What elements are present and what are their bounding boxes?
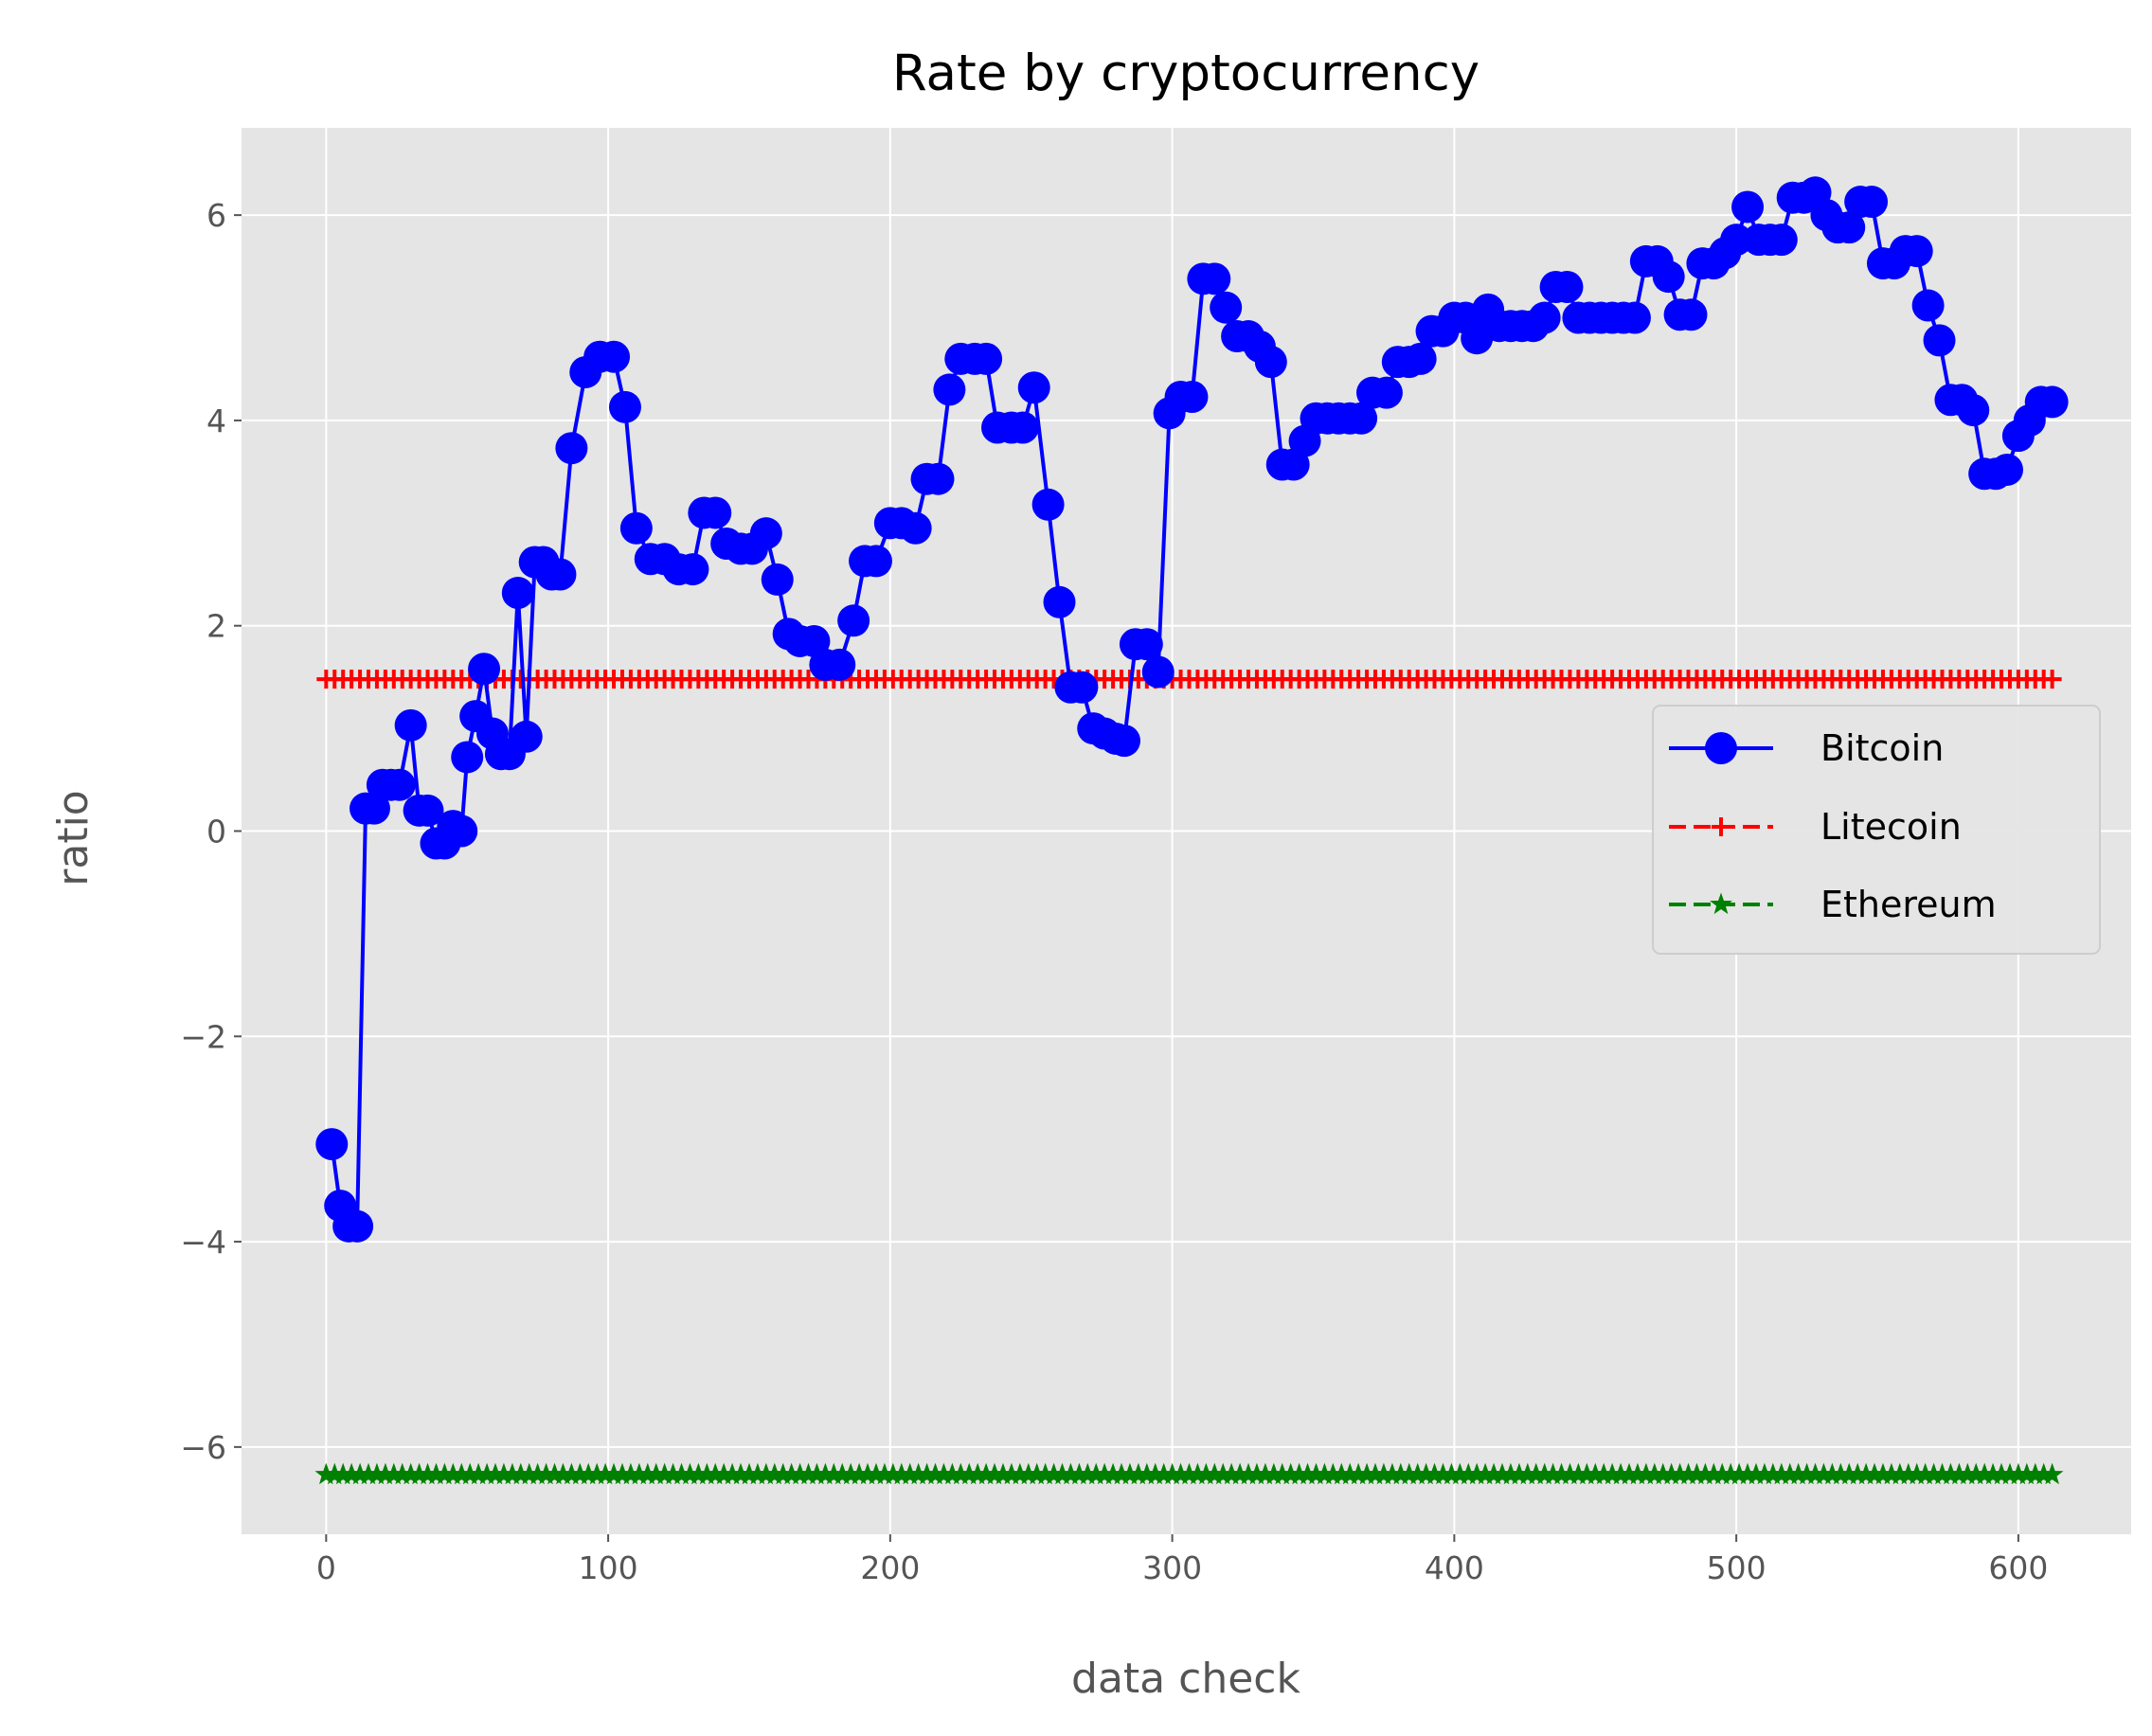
data-point <box>1017 371 1050 404</box>
x-tick-label: 500 <box>1707 1549 1766 1586</box>
legend-marker <box>1712 817 1731 836</box>
data-point <box>699 496 732 529</box>
data-point <box>1141 655 1175 689</box>
legend-item-ethereum: Ethereum <box>1669 884 1997 925</box>
y-tick-label: 2 <box>206 608 226 645</box>
data-point <box>749 517 782 550</box>
data-point <box>1675 298 1708 331</box>
data-point <box>315 1128 349 1161</box>
data-point <box>823 648 856 681</box>
data-point <box>1923 324 1956 357</box>
x-tick-label: 600 <box>1988 1549 2048 1586</box>
x-tick-label: 300 <box>1142 1549 1202 1586</box>
x-tick-label: 200 <box>860 1549 920 1586</box>
data-point <box>899 511 932 545</box>
data-point <box>544 558 577 591</box>
y-tick-label: −6 <box>180 1429 226 1466</box>
data-point <box>1031 488 1065 521</box>
data-point <box>341 1209 374 1243</box>
data-point <box>1210 291 1243 324</box>
data-point <box>761 563 794 596</box>
y-tick-label: 4 <box>206 403 226 439</box>
data-point <box>1911 289 1945 322</box>
data-point <box>1130 628 1163 661</box>
legend-label: Litecoin <box>1820 806 1962 848</box>
data-point <box>1652 260 1685 294</box>
data-point <box>1833 211 1866 244</box>
data-point <box>970 342 1003 375</box>
legend-item-litecoin: Litecoin <box>1669 806 1962 848</box>
series-litecoin <box>316 670 2062 689</box>
y-tick-label: 6 <box>206 197 226 234</box>
data-point <box>1254 346 1287 379</box>
data-point <box>383 768 416 801</box>
series-bitcoin <box>315 176 2069 1243</box>
y-tick-label: −2 <box>180 1018 226 1055</box>
series-ethereum <box>314 1462 2064 1485</box>
legend-item-bitcoin: Bitcoin <box>1669 727 1944 769</box>
data-point <box>598 340 631 373</box>
x-tick-label: 400 <box>1425 1549 1484 1586</box>
data-point <box>1528 301 1561 334</box>
data-point <box>1900 235 1933 268</box>
data-point <box>859 545 892 578</box>
data-point <box>1006 411 1039 444</box>
data-point <box>1370 376 1403 409</box>
y-tick-label: −4 <box>180 1224 226 1261</box>
data-point <box>676 553 709 586</box>
data-point <box>1404 342 1437 375</box>
data-point <box>501 577 534 610</box>
data-point <box>394 708 427 742</box>
legend-box <box>1652 705 2101 955</box>
data-point <box>2040 1462 2064 1485</box>
data-point <box>837 604 870 637</box>
tick-labels: 0 100 200 300 400 500 600 −6 −4 −2 0 2 4 6 <box>180 197 2048 1586</box>
data-point <box>1990 453 2023 486</box>
legend: Bitcoin Litecoin Ethereum <box>1652 705 2101 955</box>
x-tick-label: 100 <box>579 1549 638 1586</box>
data-point <box>1957 394 1990 427</box>
y-axis-label: ratio <box>49 790 98 886</box>
data-point <box>1551 271 1584 304</box>
data-point <box>922 462 955 495</box>
data-point <box>555 432 588 465</box>
legend-label: Bitcoin <box>1820 727 1944 769</box>
data-point <box>2042 670 2062 689</box>
data-point <box>619 511 653 545</box>
data-point <box>1731 190 1765 224</box>
data-point <box>1720 224 1753 257</box>
data-point <box>1345 402 1378 435</box>
data-point <box>1856 186 1889 219</box>
x-tick-label: 0 <box>316 1549 336 1586</box>
data-point <box>1198 262 1231 295</box>
y-tick-label: 0 <box>206 814 226 850</box>
data-point <box>608 390 641 423</box>
data-point <box>1066 671 1099 704</box>
data-point <box>1618 301 1651 334</box>
data-point <box>1765 224 1798 257</box>
legend-entries: Bitcoin Litecoin Ethereum <box>1669 727 1997 925</box>
legend-label: Ethereum <box>1820 884 1997 925</box>
data-point <box>468 653 501 686</box>
data-point <box>1107 725 1140 758</box>
data-point <box>411 794 444 827</box>
series-layer <box>314 176 2069 1485</box>
chart-title: Rate by cryptocurrency <box>892 45 1480 102</box>
legend-marker <box>1710 892 1732 915</box>
legend-marker <box>1705 732 1737 764</box>
data-point <box>451 741 484 774</box>
data-point <box>510 720 543 753</box>
data-point <box>1175 380 1209 413</box>
data-point <box>2035 385 2069 419</box>
data-point <box>1043 585 1076 618</box>
data-point <box>445 814 478 848</box>
data-point <box>933 373 966 406</box>
x-axis-label: data check <box>1071 1655 1300 1703</box>
